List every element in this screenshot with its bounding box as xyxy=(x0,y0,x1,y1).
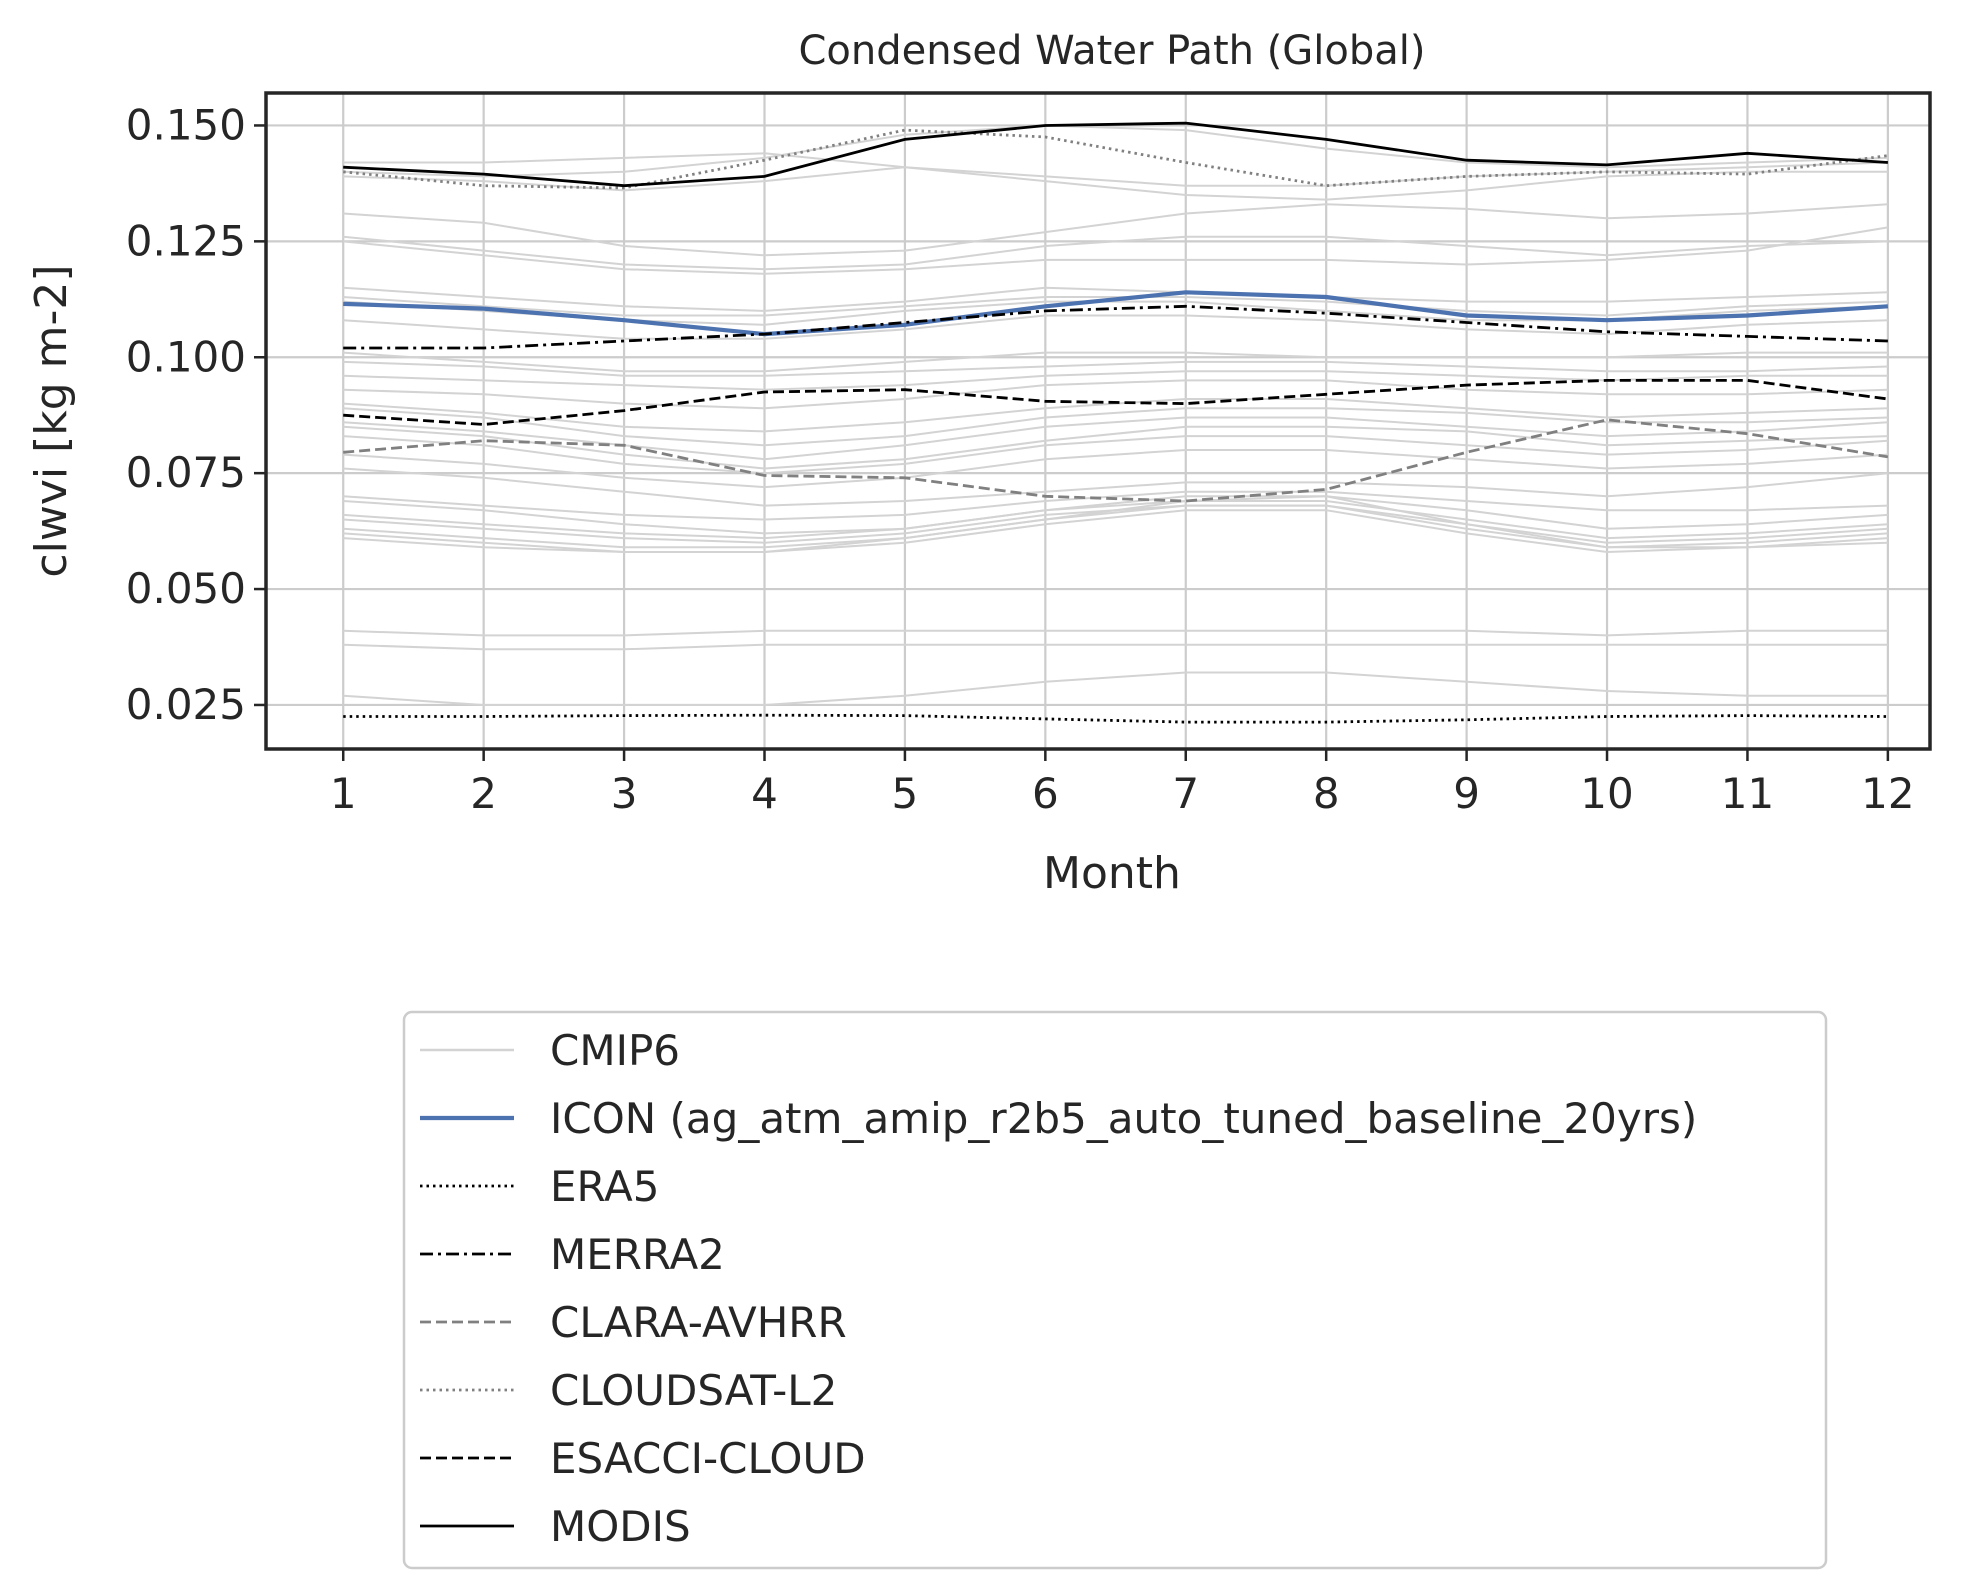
cmip6-model-line xyxy=(343,235,1888,271)
cmip6-model-line xyxy=(343,500,1888,540)
cmip6-model-line xyxy=(343,671,1888,706)
cmip6-model-line xyxy=(343,490,1888,521)
chart-title: Condensed Water Path (Global) xyxy=(798,28,1425,74)
legend-items: CMIP6 ICON (ag_atm_amip_r2b5_auto_tuned_b… xyxy=(420,1026,1697,1551)
legend-label: CLOUDSAT-L2 xyxy=(550,1366,837,1415)
cmip6-model-line xyxy=(343,467,1888,507)
x-tick-label: 7 xyxy=(1172,769,1199,818)
cmip6-model-line xyxy=(343,286,1888,312)
x-axis-ticks: 1 2 3 4 5 6 7 8 9 10 11 12 xyxy=(330,749,1915,818)
cmip6-model-line xyxy=(343,360,1888,377)
legend: CMIP6 ICON (ag_atm_amip_r2b5_auto_tuned_b… xyxy=(402,1010,1828,1570)
y-tick-label: 0.100 xyxy=(126,332,246,381)
cmip6-model-line xyxy=(343,435,1888,475)
y-axis-ticks: 0.025 0.050 0.075 0.100 0.125 0.150 xyxy=(126,100,266,729)
legend-label: CLARA-AVHRR xyxy=(550,1298,847,1347)
x-axis-label: Month xyxy=(1043,848,1181,899)
legend-label: MODIS xyxy=(550,1502,691,1551)
series-line xyxy=(343,418,1889,503)
cmip6-model-line xyxy=(343,124,1888,178)
x-tick-label: 8 xyxy=(1313,769,1340,818)
y-tick-label: 0.150 xyxy=(126,100,246,149)
series-line xyxy=(343,379,1889,426)
x-tick-label: 11 xyxy=(1721,769,1774,818)
series-line xyxy=(343,128,1889,190)
plot-frame xyxy=(264,91,1932,751)
legend-label: ESACCI-CLOUD xyxy=(550,1434,866,1483)
legend-label: MERRA2 xyxy=(550,1230,725,1279)
y-axis-label: clwvi [kg m-2] xyxy=(26,264,77,577)
x-tick-label: 4 xyxy=(751,769,778,818)
cmip6-model-line xyxy=(343,296,1888,317)
x-tick-label: 12 xyxy=(1861,769,1914,818)
x-tick-label: 5 xyxy=(892,769,919,818)
cmip6-model-line xyxy=(343,152,1888,187)
cmip6-model-line xyxy=(343,629,1888,637)
y-tick-label: 0.125 xyxy=(126,216,246,265)
cmip6-model-line xyxy=(343,314,1888,340)
cmip6-lines xyxy=(343,124,1889,706)
observation-lines xyxy=(343,121,1889,724)
x-tick-label: 1 xyxy=(330,769,357,818)
cmip6-model-line xyxy=(343,351,1888,373)
y-tick-label: 0.025 xyxy=(126,680,246,729)
cmip6-model-line xyxy=(343,425,1888,470)
y-tick-label: 0.050 xyxy=(126,564,246,613)
x-tick-label: 9 xyxy=(1453,769,1480,818)
cmip6-model-line xyxy=(343,495,1888,553)
cmip6-model-line xyxy=(343,495,1888,535)
series-line xyxy=(343,304,1888,350)
cmip6-model-line xyxy=(343,643,1888,651)
x-tick-label: 10 xyxy=(1580,769,1633,818)
legend-label: CMIP6 xyxy=(550,1026,680,1075)
legend-label: ICON (ag_atm_amip_r2b5_auto_tuned_baseli… xyxy=(550,1094,1697,1143)
x-tick-label: 6 xyxy=(1032,769,1059,818)
series-line xyxy=(343,121,1888,188)
legend-box xyxy=(402,1010,1828,1570)
series-line xyxy=(343,290,1889,337)
cmip6-model-line xyxy=(343,449,1888,489)
y-tick-label: 0.075 xyxy=(126,448,246,497)
legend-label: ERA5 xyxy=(550,1162,659,1211)
cmip6-model-line xyxy=(343,203,1888,257)
cmip6-model-line xyxy=(343,166,1888,201)
x-tick-label: 3 xyxy=(611,769,638,818)
series-line xyxy=(343,713,1888,724)
x-tick-label: 2 xyxy=(470,769,497,818)
cmip6-model-line xyxy=(343,379,1888,410)
cmip6-model-line xyxy=(343,226,1889,275)
cmip6-model-line xyxy=(343,416,1888,461)
